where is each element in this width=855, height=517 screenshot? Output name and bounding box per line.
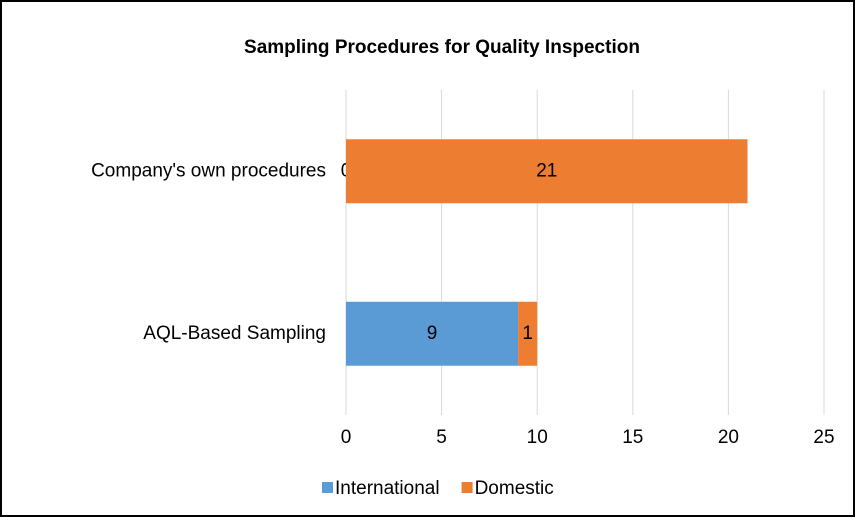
x-tick-label: 0 bbox=[341, 427, 352, 448]
data-label: 1 bbox=[522, 323, 533, 344]
legend-swatch bbox=[461, 482, 473, 493]
x-tick-label: 5 bbox=[436, 427, 447, 448]
legend-label: Domestic bbox=[475, 478, 554, 499]
x-tick-label: 25 bbox=[813, 427, 834, 448]
x-tick-label: 20 bbox=[718, 427, 739, 448]
bar-segment bbox=[346, 301, 519, 366]
chart-title: Sampling Procedures for Quality Inspecti… bbox=[244, 37, 640, 58]
legend-swatch bbox=[322, 482, 333, 493]
x-tick-label: 10 bbox=[527, 427, 548, 448]
legend-label: International bbox=[335, 478, 440, 499]
x-tick-label: 15 bbox=[622, 427, 643, 448]
bar-segment bbox=[346, 139, 748, 204]
data-label: 21 bbox=[536, 160, 557, 181]
y-tick-label: AQL-Based Sampling bbox=[143, 323, 326, 344]
bar-segment bbox=[518, 301, 538, 366]
data-label: 9 bbox=[427, 323, 438, 344]
y-tick-label: Company's own procedures bbox=[91, 160, 326, 181]
